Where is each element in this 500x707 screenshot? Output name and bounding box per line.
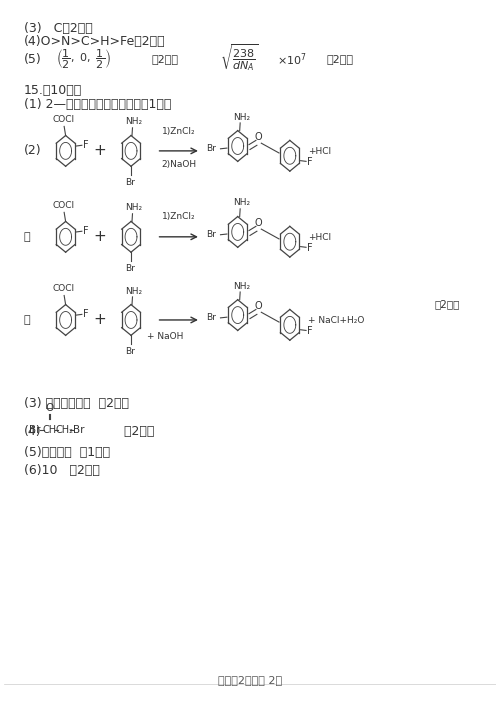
Text: +: + — [94, 229, 106, 245]
Text: 或: 或 — [24, 315, 30, 325]
Text: (5): (5) — [24, 53, 42, 66]
Text: COCl: COCl — [52, 201, 74, 210]
Text: 1)ZnCl₂: 1)ZnCl₂ — [162, 127, 196, 136]
Text: Br: Br — [206, 144, 216, 153]
Text: (4): (4) — [24, 425, 42, 438]
Text: Br: Br — [126, 178, 136, 187]
Text: F: F — [307, 326, 312, 336]
Text: (2): (2) — [24, 144, 42, 158]
Text: NH₂: NH₂ — [233, 112, 250, 122]
Text: (3)   C（2分）: (3) C（2分） — [24, 22, 92, 35]
Text: Br: Br — [206, 230, 216, 239]
Text: $\sqrt{\dfrac{238}{dN_A}}$: $\sqrt{\dfrac{238}{dN_A}}$ — [220, 42, 259, 74]
Text: Br: Br — [73, 426, 85, 436]
Text: 或: 或 — [24, 232, 30, 242]
Text: COCl: COCl — [52, 284, 74, 293]
Text: NH₂: NH₂ — [125, 117, 142, 127]
Text: COCl: COCl — [52, 115, 74, 124]
Text: (3) 氨基、灸基。  （2分）: (3) 氨基、灸基。 （2分） — [24, 397, 129, 410]
Text: (1) 2—氟甲苯（或邻氟甲苯）（1分）: (1) 2—氟甲苯（或邻氟甲苯）（1分） — [24, 98, 171, 110]
Text: (4)O>N>C>H>Fe（2分）: (4)O>N>C>H>Fe（2分） — [24, 35, 166, 48]
Text: Br: Br — [206, 313, 216, 322]
Text: F: F — [84, 226, 89, 235]
Text: $\times10^7$: $\times10^7$ — [277, 51, 306, 68]
Text: 1)ZnCl₂: 1)ZnCl₂ — [162, 212, 196, 221]
Text: + NaOH: + NaOH — [147, 332, 183, 341]
Text: F: F — [307, 243, 312, 253]
Text: （2分）: （2分） — [152, 54, 178, 64]
Text: Br: Br — [29, 426, 40, 436]
Text: Br: Br — [126, 347, 136, 356]
Text: F: F — [84, 139, 89, 150]
Text: +HCl: +HCl — [308, 147, 331, 156]
Text: NH₂: NH₂ — [233, 281, 250, 291]
Text: NH₂: NH₂ — [233, 199, 250, 207]
Text: +: + — [94, 144, 106, 158]
Text: $\left(\dfrac{1}{2},\ 0,\ \dfrac{1}{2}\right)$: $\left(\dfrac{1}{2},\ 0,\ \dfrac{1}{2}\r… — [56, 47, 111, 71]
Text: F: F — [307, 157, 312, 167]
Text: F: F — [84, 309, 89, 319]
Text: +HCl: +HCl — [308, 233, 331, 242]
Text: (6)10   （2分）: (6)10 （2分） — [24, 464, 100, 477]
Text: +: + — [94, 312, 106, 327]
Text: （2分）: （2分） — [326, 54, 353, 64]
Text: 答案第2页，共 2页: 答案第2页，共 2页 — [218, 674, 282, 685]
Text: （2分）: （2分） — [112, 425, 154, 438]
Text: O: O — [254, 301, 262, 311]
Text: Br: Br — [126, 264, 136, 273]
Text: O: O — [46, 403, 54, 413]
Text: CH: CH — [42, 426, 56, 436]
Text: （2分）: （2分） — [434, 300, 460, 310]
Text: O: O — [254, 132, 262, 142]
Text: NH₂: NH₂ — [125, 204, 142, 212]
Text: O: O — [254, 218, 262, 228]
Text: + NaCl+H₂O: + NaCl+H₂O — [308, 316, 364, 325]
Text: (5)取代反应  （1分）: (5)取代反应 （1分） — [24, 446, 110, 460]
Text: CH₂: CH₂ — [55, 426, 73, 436]
Text: 2)NaOH: 2)NaOH — [161, 160, 196, 169]
Text: 15.（10分）: 15.（10分） — [24, 83, 82, 97]
Text: NH₂: NH₂ — [125, 286, 142, 296]
